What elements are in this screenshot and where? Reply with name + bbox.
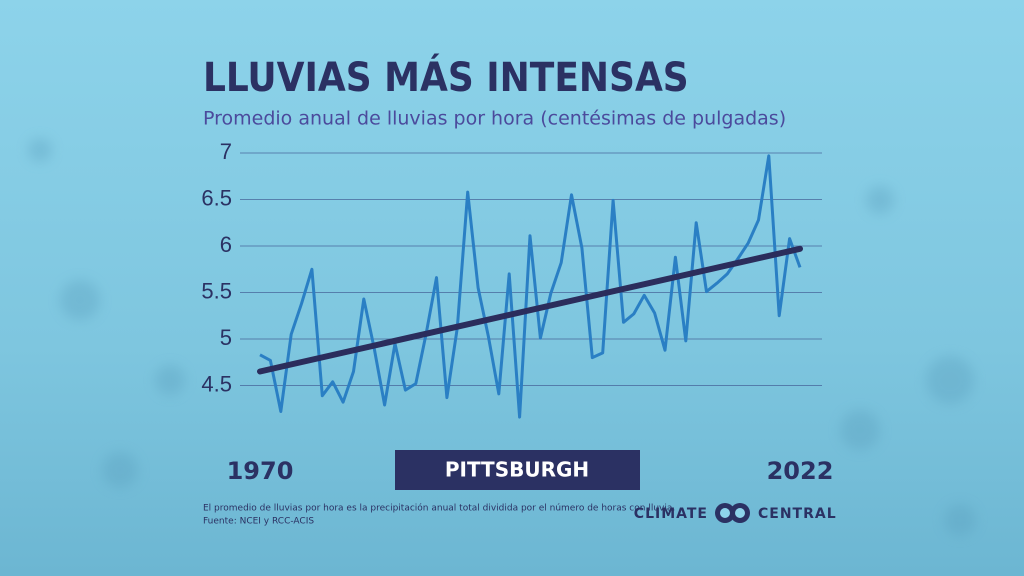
note: El promedio de lluvias por hora es la pr… (203, 503, 675, 514)
rain-drops (28, 138, 976, 536)
y-tick-label: 5 (220, 325, 232, 350)
y-tick-label: 6.5 (201, 185, 232, 210)
logo-right: CENTRAL (758, 506, 837, 522)
location-box (395, 450, 640, 490)
y-tick-label: 7 (220, 139, 232, 164)
x-tick-label: 1970 (227, 457, 294, 485)
chart-subtitle: Promedio anual de lluvias por hora (cent… (203, 108, 786, 130)
data-line (259, 154, 802, 419)
trend-line (257, 245, 803, 375)
y-tick-label: 5.5 (201, 278, 232, 303)
logo-left: CLIMATE (634, 506, 708, 522)
location-label: PITTSBURGH (445, 458, 589, 482)
source: Fuente: NCEI y RCC-ACIS (203, 517, 314, 527)
y-tick-label: 4.5 (201, 371, 232, 396)
chart-title: LLUVIAS MÁS INTENSAS (203, 53, 689, 101)
y-tick-label: 6 (220, 232, 232, 257)
logo-mark (715, 503, 750, 523)
x-tick-label: 2022 (767, 457, 834, 485)
